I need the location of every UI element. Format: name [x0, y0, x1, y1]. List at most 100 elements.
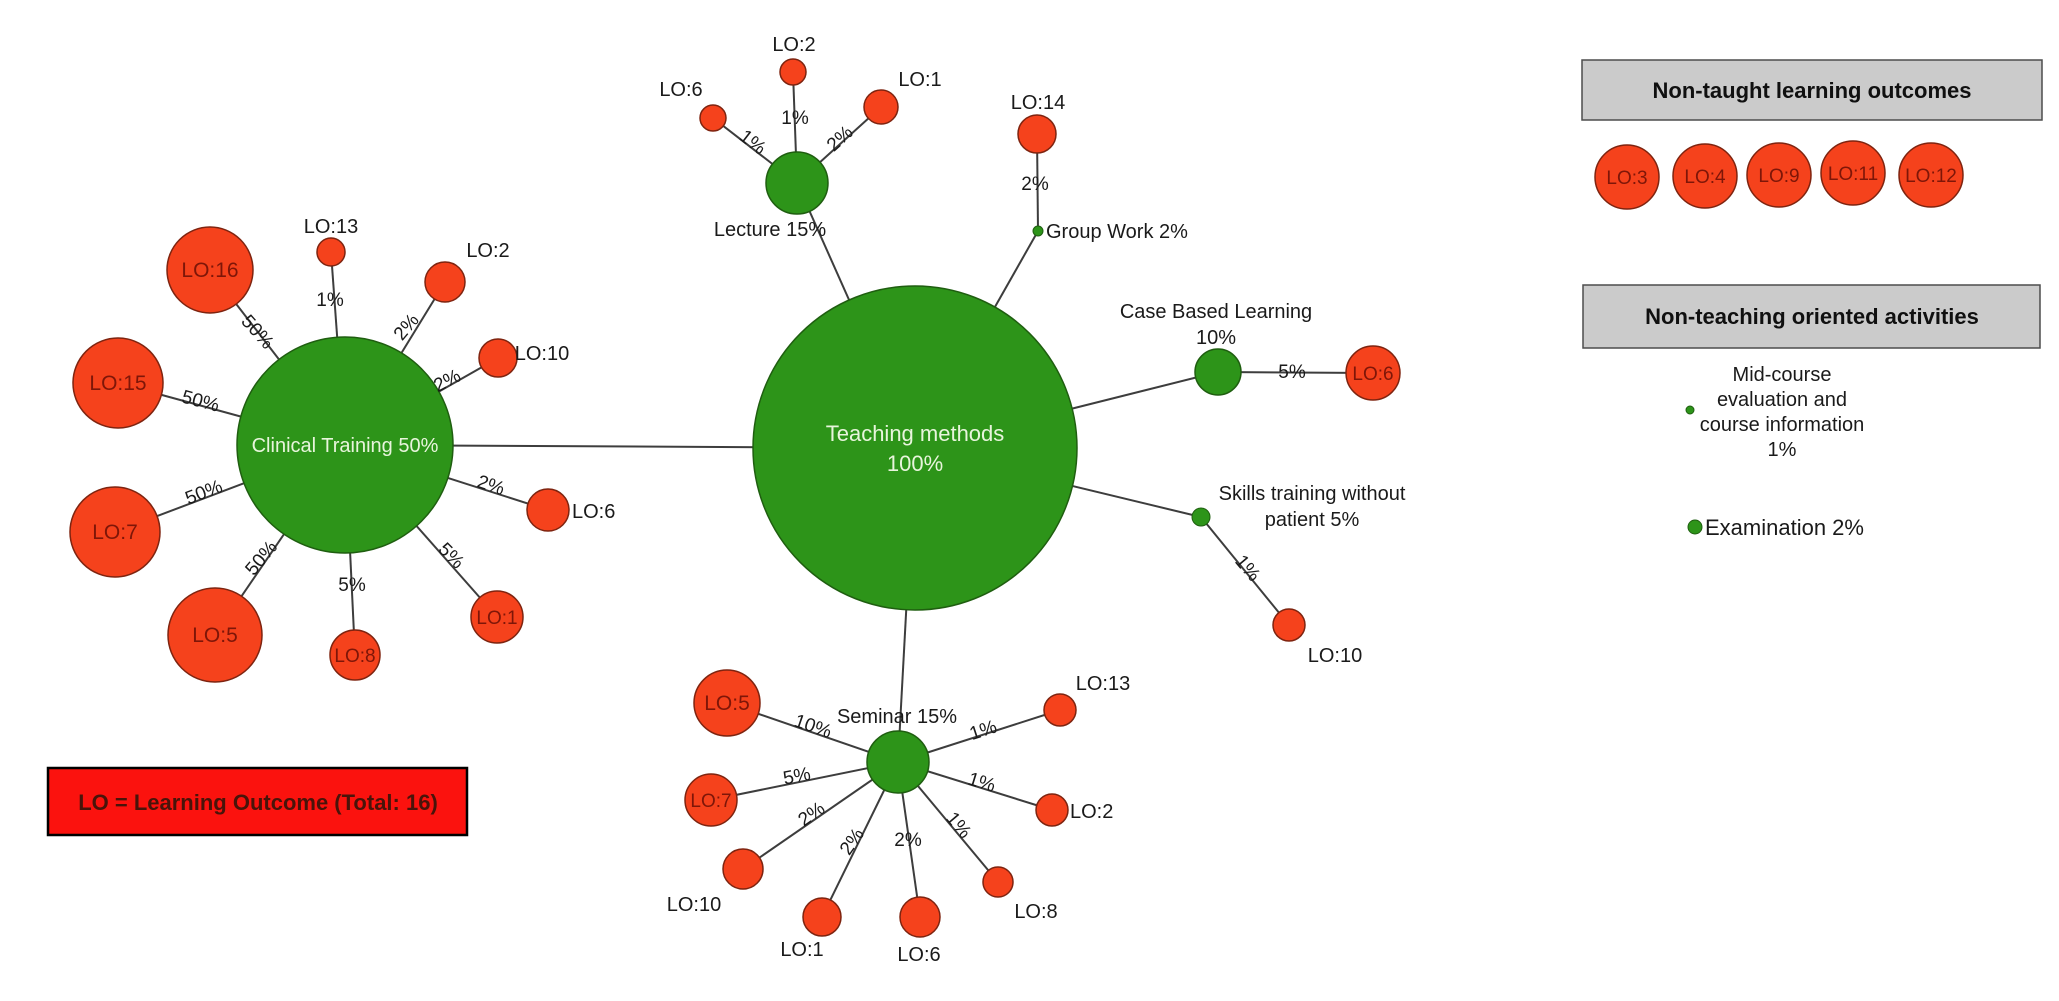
- outcome-circle-lo12: [1898, 142, 1964, 208]
- edge-pct-cbl-lo6: 5%: [1278, 362, 1306, 383]
- edge-skills-lo10: [1200, 516, 1290, 626]
- outcome-label-seminar-lo13: LO:13: [1076, 673, 1130, 695]
- case-based-learning-circle: [1194, 348, 1242, 396]
- edge-pct-clinical-lo8: 5%: [338, 575, 366, 596]
- edge-pct-clinical-lo2: 2%: [390, 310, 424, 345]
- cluster-clinical-training: Clinical Training 50% LO:16 50% LO:13 1%…: [69, 216, 615, 683]
- outcome-label-lo2: LO:2: [466, 240, 509, 262]
- outcome-label-seminar-lo1: LO:1: [780, 939, 823, 961]
- mid-course-label-line2: evaluation and: [1717, 389, 1847, 411]
- edge-pct-clinical-lo1: 5%: [434, 539, 468, 573]
- outcome-label-lo15: LO:15: [89, 372, 146, 395]
- outcome-circle-lo3: [1594, 144, 1660, 210]
- edge-pct-seminar-lo8: 1%: [941, 808, 975, 843]
- outcome-circle-seminar-lo2: [1035, 793, 1069, 827]
- outcome-label-lo4: LO:4: [1684, 167, 1726, 188]
- outcome-label-seminar-lo6: LO:6: [897, 944, 940, 966]
- node-teaching-methods: Teaching methods 100%: [752, 285, 1078, 611]
- edge-pct-lecture-lo1: 2%: [823, 122, 858, 156]
- outcome-label-lo8: LO:8: [334, 646, 375, 667]
- outcome-label-lo6: LO:6: [572, 501, 615, 523]
- non-taught-header-box: [1581, 59, 2043, 121]
- outcome-label-lo7: LO:7: [92, 521, 138, 544]
- panel-non-taught: Non-taught learning outcomes LO:3 LO:4 L…: [1581, 59, 2043, 210]
- outcome-label-seminar-lo2: LO:2: [1070, 801, 1113, 823]
- outcome-circle-lo15: [72, 337, 164, 429]
- case-based-learning-label-line1: Case Based Learning: [1120, 301, 1312, 323]
- edge-pct-clinical-lo16: 50%: [237, 311, 278, 353]
- lecture-label: Lecture 15%: [714, 219, 827, 241]
- examination-dot: [1687, 519, 1703, 535]
- outcome-label-cbl-lo6: LO:6: [1352, 364, 1393, 385]
- outcome-circle-lo1: [470, 590, 524, 644]
- outcome-circle-lecture-lo6: [699, 104, 727, 132]
- cluster-group-work: Group Work 2% LO:14 2%: [1011, 92, 1188, 243]
- outcome-circle-lecture-lo2: [779, 58, 807, 86]
- mid-course-label-line4: 1%: [1768, 439, 1797, 461]
- outcome-circle-seminar-lo10: [722, 848, 764, 890]
- seminar-circle: [866, 730, 930, 794]
- examination-label: Examination 2%: [1705, 515, 1864, 540]
- mid-course-dot: [1685, 405, 1695, 415]
- outcome-label-lo13: LO:13: [304, 216, 358, 238]
- group-work-dot: [1032, 225, 1044, 237]
- outcome-label-lo12: LO:12: [1905, 166, 1957, 187]
- outcome-circle-seminar-lo13: [1043, 693, 1077, 727]
- legend-box: [46, 766, 469, 837]
- outcome-circle-lo10: [478, 338, 518, 378]
- outcome-circle-seminar-lo6: [899, 896, 941, 938]
- case-based-learning-label-line2: 10%: [1196, 327, 1236, 349]
- legend-label: LO = Learning Outcome (Total: 16): [78, 790, 438, 815]
- outcome-circle-seminar-lo7: [684, 773, 738, 827]
- outcome-label-lecture-lo1: LO:1: [898, 69, 941, 91]
- edge-pct-clinical-lo7: 50%: [183, 476, 226, 509]
- edge-pct-seminar-lo13: 1%: [967, 717, 1000, 745]
- skills-training-label-line1: Skills training without: [1219, 483, 1406, 505]
- edge-pct-lecture-lo2: 1%: [781, 108, 809, 129]
- outcome-circle-lecture-lo1: [863, 89, 899, 125]
- outcome-circle-skills-lo10: [1272, 608, 1306, 642]
- lecture-circle: [765, 151, 829, 215]
- outcome-label-lo1: LO:1: [476, 608, 517, 629]
- outcome-circle-lo2: [424, 261, 466, 303]
- edge-pct-lecture-lo6: 1%: [735, 126, 770, 160]
- edge-pct-skills-lo10: 1%: [1230, 551, 1264, 586]
- mid-course-label-line3: course information: [1700, 414, 1865, 436]
- teaching-methods-label-line1: Teaching methods: [826, 421, 1005, 446]
- outcome-circle-cbl-lo6: [1345, 345, 1401, 401]
- cluster-lecture: Lecture 15% LO:6 1% LO:2 1% LO:1 2%: [659, 34, 941, 241]
- outcome-circle-lo7: [69, 486, 161, 578]
- outcome-label-seminar-lo10: LO:10: [667, 894, 721, 916]
- group-work-label: Group Work 2%: [1046, 221, 1188, 243]
- skills-training-dot: [1191, 507, 1211, 527]
- outcome-circle-lo8: [329, 629, 381, 681]
- cluster-skills-training: Skills training without patient 5% LO:10…: [1191, 483, 1406, 667]
- edge-pct-groupwork-lo14: 2%: [1021, 174, 1049, 195]
- outcome-label-skills-lo10: LO:10: [1308, 645, 1362, 667]
- edge-pct-clinical-lo13: 1%: [316, 290, 344, 311]
- outcome-label-seminar-lo7: LO:7: [690, 791, 731, 812]
- outcome-circle-lo16: [166, 226, 254, 314]
- outcome-circle-lo5: [167, 587, 263, 683]
- edge-pct-clinical-lo15: 50%: [179, 387, 221, 417]
- non-teaching-header-box: [1582, 284, 2041, 349]
- outcome-circle-lo9: [1746, 142, 1812, 208]
- outcome-circle-lo11: [1820, 140, 1886, 206]
- teaching-methods-label-line2: 100%: [887, 451, 943, 476]
- clinical-training-label: Clinical Training 50%: [252, 435, 439, 457]
- mid-course-label-line1: Mid-course: [1733, 364, 1832, 386]
- panel-non-teaching: Non-teaching oriented activities Mid-cou…: [1582, 284, 2041, 540]
- outcome-label-lo16: LO:16: [181, 259, 238, 282]
- edge-pct-clinical-lo5: 50%: [242, 537, 283, 580]
- seminar-label: Seminar 15%: [837, 706, 957, 728]
- outcome-label-lo11: LO:11: [1828, 164, 1878, 185]
- cluster-seminar: Seminar 15% LO:5 10% LO:7 5% LO:10 2% LO…: [667, 669, 1130, 966]
- outcome-label-lecture-lo6: LO:6: [659, 79, 702, 101]
- outcome-circle-seminar-lo5: [693, 669, 761, 737]
- edge-pct-seminar-lo10: 2%: [795, 798, 830, 831]
- legend: LO = Learning Outcome (Total: 16): [46, 766, 469, 837]
- teaching-methods-circle: [752, 285, 1078, 611]
- outcome-label-lo14: LO:14: [1011, 92, 1065, 114]
